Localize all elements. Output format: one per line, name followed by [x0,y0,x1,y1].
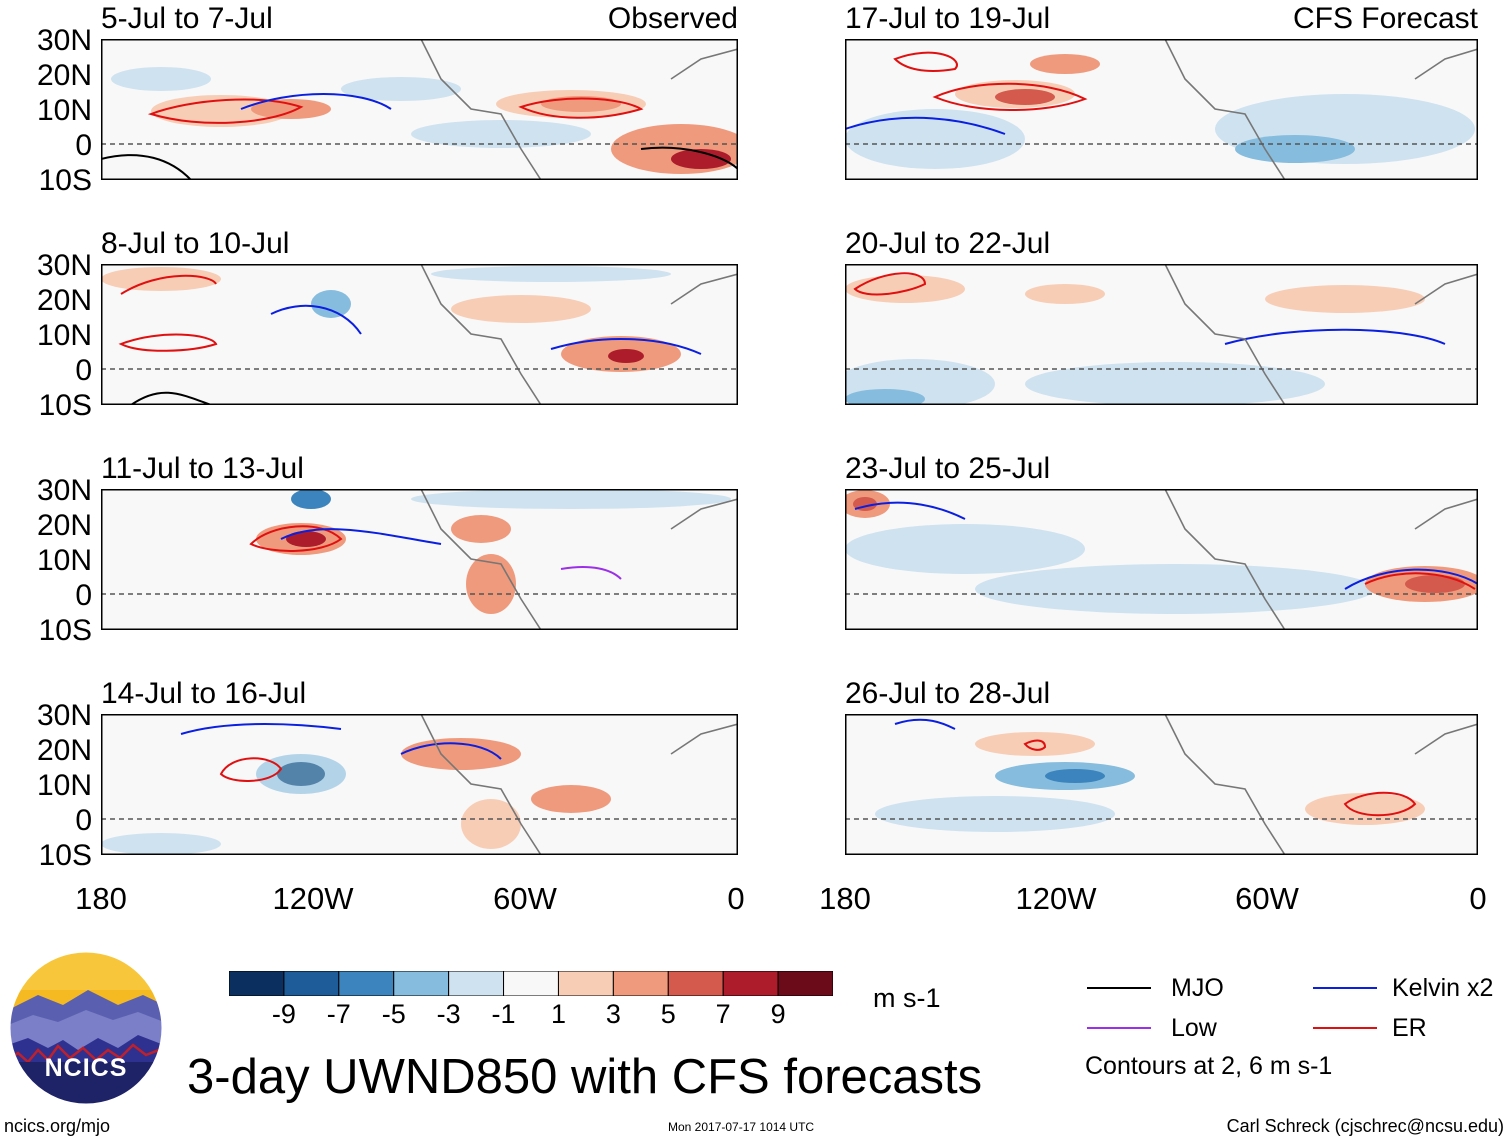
legend-swatch-kelvin [1313,987,1377,989]
y-tick-label: 30N [36,699,92,732]
colorbar-bin [612,970,669,997]
footer-timestamp: Mon 2017-07-17 1014 UTC [668,1120,815,1134]
colorbar-bin [393,970,450,997]
panel-title: 14-Jul to 16-Jul [101,677,307,710]
y-tick-label: 0 [75,129,92,162]
colorbar-tick-label: 1 [550,999,566,1029]
legend-swatch-mjo [1087,987,1151,989]
colorbar-tick-label: 3 [605,999,621,1029]
colorbar-tick-label: -7 [326,999,351,1029]
colorbar-tick-label: -3 [436,999,461,1029]
panel-source-tag: Observed [607,2,738,35]
panel-source-tag: CFS Forecast [1292,2,1478,35]
ncics-logo-text: NCICS [44,1054,128,1082]
y-tick-label: 30N [36,474,92,507]
ncics-logo: NCICS [8,950,164,1106]
panel-1-plot [101,39,738,180]
y-tick-label: 0 [75,579,92,612]
y-tick-label: 10S [38,839,92,872]
y-tick-label: 0 [75,804,92,837]
colorbar-tick-label: 7 [715,999,731,1029]
chart-main-title: 3-day UWND850 with CFS forecasts [187,1050,983,1104]
colorbar-tick-label: -5 [381,999,406,1029]
y-tick-label: 30N [36,24,92,57]
colorbar-tick-label: 5 [660,999,676,1029]
panel-title: 20-Jul to 22-Jul [845,227,1051,260]
colorbar-tick-label: -1 [491,999,516,1029]
panel-5-plot [101,489,738,630]
y-tick-label: 20N [36,509,92,542]
footer-url: ncics.org/mjo [4,1116,111,1136]
y-tick-label: 10S [38,389,92,422]
panel-title: 11-Jul to 13-Jul [101,452,304,485]
legend-label-mjo: MJO [1171,974,1224,1002]
panel-title: 17-Jul to 19-Jul [845,2,1051,35]
footer-author: Carl Schreck (cjschrec@ncsu.edu) [1226,1116,1504,1136]
x-tick-label: 180 [819,881,871,916]
legend-note: Contours at 2, 6 m s-1 [1085,1052,1333,1080]
legend-label-low: Low [1171,1014,1217,1042]
panel-3-plot [101,264,738,405]
y-tick-label: 20N [36,284,92,317]
panel-title: 5-Jul to 7-Jul [101,2,273,35]
panel-6-plot [845,489,1478,630]
x-tick-label: 60W [1235,881,1299,916]
colorbar-bin [338,970,395,997]
colorbar-bin [503,970,559,997]
colorbar-bin [557,970,614,997]
legend-swatch-er [1313,1027,1377,1029]
x-tick-label: 180 [75,881,127,916]
y-tick-label: 20N [36,59,92,92]
colorbar [228,970,834,997]
y-tick-label: 30N [36,249,92,282]
y-tick-label: 10N [36,94,92,127]
y-tick-label: 20N [36,734,92,767]
colorbar-units: m s-1 [873,983,941,1013]
colorbar-bin [448,970,505,997]
panel-title: 23-Jul to 25-Jul [845,452,1051,485]
panel-4-plot [845,264,1478,405]
y-tick-label: 10N [36,319,92,352]
panel-7-plot [101,714,738,855]
colorbar-bin [228,970,285,997]
x-tick-label: 120W [1015,881,1097,916]
colorbar-tick-label: 9 [770,999,786,1029]
panel-2-plot [845,39,1478,180]
colorbar-bin [667,970,724,997]
panel-8-plot [845,714,1478,855]
y-tick-label: 10N [36,769,92,802]
y-tick-label: 10S [38,164,92,197]
panel-title: 26-Jul to 28-Jul [845,677,1051,710]
colorbar-bin [777,970,834,997]
x-tick-label: 0 [1469,881,1487,916]
colorbar-bin [283,970,340,997]
x-tick-label: 60W [493,881,557,916]
legend-swatch-low [1087,1027,1151,1029]
legend-label-kelvin: Kelvin x2 [1392,974,1494,1002]
legend-label-er: ER [1392,1014,1427,1042]
colorbar-tick-label: -9 [271,999,296,1029]
x-tick-label: 0 [727,881,745,916]
y-tick-label: 10N [36,544,92,577]
panel-title: 8-Jul to 10-Jul [101,227,290,260]
y-tick-label: 0 [75,354,92,387]
y-tick-label: 10S [38,614,92,647]
colorbar-bin [722,970,779,997]
x-tick-label: 120W [272,881,354,916]
